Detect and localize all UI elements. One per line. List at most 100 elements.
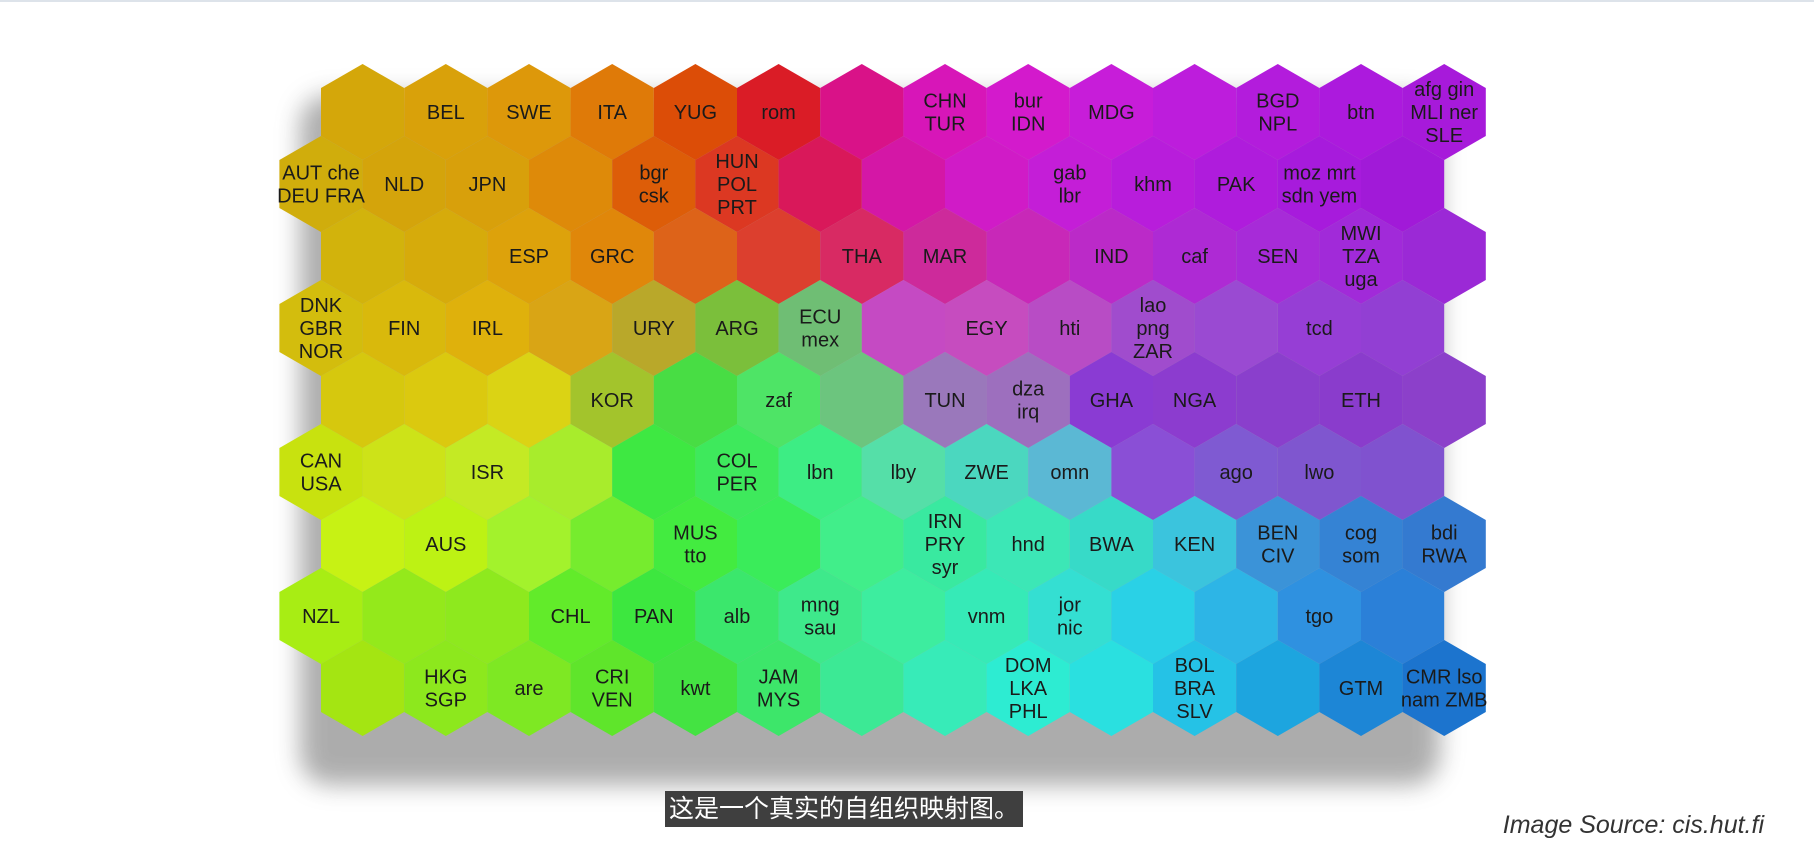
hex-cell — [362, 424, 446, 520]
hex-cell — [695, 424, 779, 520]
hex-cell — [1069, 208, 1153, 304]
hex-cell — [695, 568, 779, 664]
country-label: CMR lso nam ZMB — [1401, 667, 1488, 712]
country-label: AUS — [425, 534, 466, 556]
country-label: bur IDN — [1011, 91, 1045, 136]
hex-cell — [1194, 136, 1278, 232]
country-label: dza irq — [1012, 379, 1045, 424]
hex-cell — [1402, 64, 1486, 160]
hex-cell — [1402, 640, 1486, 736]
hex-cell — [778, 424, 862, 520]
hex-cell — [653, 496, 737, 592]
hex-cell — [529, 424, 613, 520]
hex-cell — [612, 280, 696, 376]
hex-cell — [529, 136, 613, 232]
hex-cell — [945, 280, 1029, 376]
hex-cell — [487, 640, 571, 736]
country-label: ARG — [715, 318, 758, 340]
country-label: JPN — [469, 174, 507, 196]
country-label: MUS tto — [673, 523, 717, 568]
country-label: THA — [842, 246, 883, 268]
hex-cell — [820, 64, 904, 160]
hex-cell — [903, 640, 987, 736]
country-label: lby — [891, 462, 917, 484]
country-label: lwo — [1304, 462, 1334, 484]
hex-cell — [1236, 640, 1320, 736]
hex-cell — [1361, 568, 1445, 664]
country-label: MDG — [1088, 102, 1135, 124]
country-label: NGA — [1173, 390, 1217, 412]
hex-cell — [737, 208, 821, 304]
hex-cell — [1236, 64, 1320, 160]
hex-cell — [1194, 568, 1278, 664]
hex-cell — [1069, 496, 1153, 592]
country-label: AUT che DEU FRA — [277, 163, 365, 208]
hex-cell — [404, 640, 488, 736]
country-label: SEN — [1257, 246, 1298, 268]
country-label: ISR — [471, 462, 504, 484]
hex-cell — [362, 280, 446, 376]
country-label: TUN — [924, 390, 965, 412]
country-label: tcd — [1306, 318, 1333, 340]
country-label: caf — [1181, 246, 1208, 268]
hex-cell — [279, 568, 363, 664]
hex-cell — [1236, 496, 1320, 592]
country-label: BGD NPL — [1256, 91, 1299, 136]
hex-cell — [445, 136, 529, 232]
country-label: mng sau — [801, 595, 840, 640]
hex-cell — [1028, 280, 1112, 376]
country-label: khm — [1134, 174, 1172, 196]
country-label: GHA — [1090, 390, 1134, 412]
country-label: moz mrt sdn yem — [1282, 163, 1358, 208]
hex-cell — [445, 568, 529, 664]
hex-cell — [1277, 424, 1361, 520]
country-label: bdi RWA — [1421, 523, 1467, 568]
hex-cell — [1111, 136, 1195, 232]
hex-cell — [1194, 280, 1278, 376]
hex-cell — [404, 64, 488, 160]
hex-cell — [279, 280, 363, 376]
country-label: jor nic — [1057, 595, 1083, 640]
hex-cell — [570, 208, 654, 304]
hex-cell — [737, 64, 821, 160]
country-label-layer: BEL SWE ITA YUG rom CHN TUR bur IDN MDG BGD NPL btn a… — [277, 79, 1487, 723]
hex-cell — [321, 352, 405, 448]
country-label: btn — [1347, 102, 1375, 124]
hex-cell — [1069, 640, 1153, 736]
country-label: GRC — [590, 246, 634, 268]
hex-cell — [945, 568, 1029, 664]
hex-cell — [1319, 640, 1403, 736]
hex-cell — [986, 208, 1070, 304]
hex-cell — [820, 352, 904, 448]
hex-cell — [570, 64, 654, 160]
country-label: EGY — [965, 318, 1007, 340]
hex-cell — [404, 496, 488, 592]
country-label: HUN POL PRT — [715, 151, 758, 219]
hex-cell — [737, 640, 821, 736]
country-label: PAK — [1217, 174, 1256, 196]
hex-cell — [1028, 568, 1112, 664]
hex-cell — [903, 352, 987, 448]
hex-cell — [1236, 352, 1320, 448]
hex-cell — [1319, 64, 1403, 160]
hex-cell — [1402, 208, 1486, 304]
country-label: gab lbr — [1053, 163, 1086, 208]
hex-cell — [1111, 424, 1195, 520]
country-label: BOL BRA SLV — [1174, 655, 1216, 723]
hex-cell — [570, 496, 654, 592]
hex-cell — [487, 352, 571, 448]
hex-cell — [986, 64, 1070, 160]
hex-cell — [570, 640, 654, 736]
country-label: ETH — [1341, 390, 1381, 412]
hex-cell — [986, 496, 1070, 592]
hex-cell — [861, 280, 945, 376]
hex-cell — [321, 208, 405, 304]
subtitle-caption: 这是一个真实的自组织映射图。 — [665, 791, 1024, 827]
hex-cell — [1277, 280, 1361, 376]
country-label: DNK GBR NOR — [299, 295, 343, 363]
hex-cell — [1277, 568, 1361, 664]
hex-cell — [529, 568, 613, 664]
hex-cell — [445, 424, 529, 520]
top-border-line — [0, 0, 1814, 2]
hex-cell — [778, 280, 862, 376]
